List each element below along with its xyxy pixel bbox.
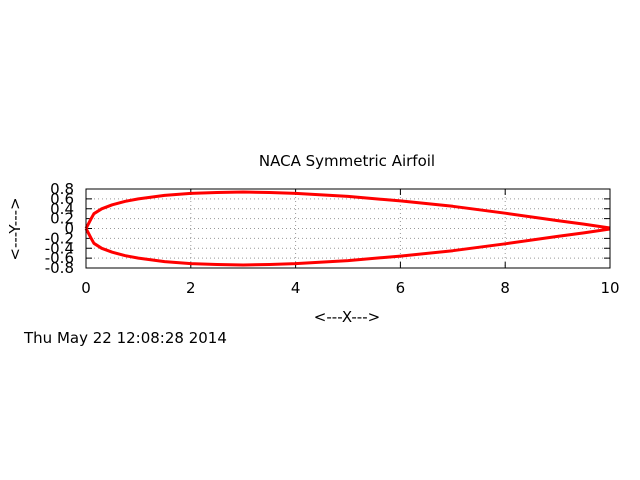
- plot-frame: [85, 188, 611, 269]
- y-tick-labels: -0.8-0.6-0.4-0.200.20.40.60.8: [45, 180, 74, 277]
- grid-lines: [86, 189, 610, 268]
- x-tick-label: 10: [600, 279, 619, 297]
- lower-surface-line: [84, 227, 611, 267]
- y-tick-label: -0.6: [45, 249, 74, 267]
- y-tick-label: -0.8: [45, 259, 74, 277]
- y-tick-label: -0.4: [45, 239, 74, 257]
- x-axis-label: <---X--->: [314, 308, 380, 326]
- y-tick-label: 0.6: [50, 190, 74, 208]
- y-tick-label: 0.8: [50, 180, 74, 198]
- x-tick-label: 4: [291, 279, 301, 297]
- x-tick-label: 2: [186, 279, 196, 297]
- upper-surface-line: [84, 190, 611, 230]
- x-tick-labels: 0 2 4 6 8 10: [81, 279, 619, 297]
- axis-ticks: [85, 188, 611, 269]
- y-tick-label: -0.2: [45, 229, 74, 247]
- timestamp: Thu May 22 12:08:28 2014: [24, 329, 227, 347]
- y-tick-label: 0.4: [50, 200, 74, 218]
- chart-title: NACA Symmetric Airfoil: [259, 152, 435, 170]
- x-tick-label: 0: [81, 279, 91, 297]
- series-group: [84, 190, 611, 267]
- y-tick-label: 0.2: [50, 210, 74, 228]
- y-tick-label: 0: [64, 220, 74, 238]
- x-tick-label: 8: [500, 279, 510, 297]
- y-axis-label: <---Y--->: [6, 197, 24, 260]
- x-tick-label: 6: [396, 279, 406, 297]
